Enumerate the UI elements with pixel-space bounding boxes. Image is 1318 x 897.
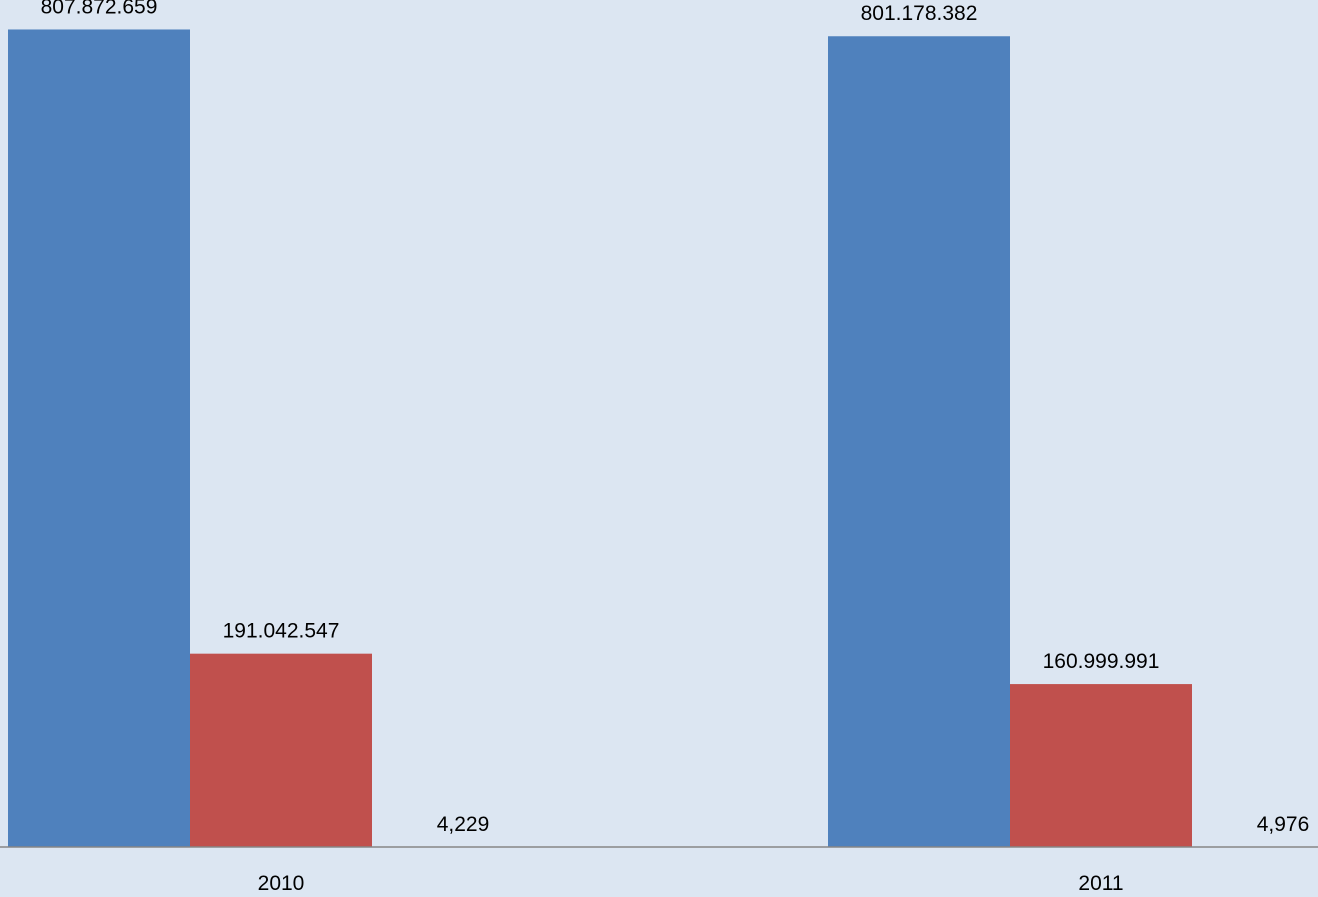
x-tick-labels-layer: 2010 2011 [258, 872, 1124, 895]
bars-layer [8, 29, 1192, 848]
bar-2010-series-1 [8, 29, 190, 847]
x-tick-label-2010: 2010 [258, 872, 305, 895]
data-label-2011-series-2: 160.999.991 [1043, 650, 1160, 673]
data-labels-layer: 807.872.659 191.042.547 4,229 801.178.382 16… [41, 0, 1310, 836]
bar-2011-series-1 [828, 36, 1010, 848]
bar-2010-series-2 [190, 653, 372, 847]
x-tick-label-2011: 2011 [1078, 872, 1123, 895]
data-label-2011-series-3: 4,976 [1257, 813, 1310, 836]
data-label-2010-series-1: 807.872.659 [41, 0, 158, 18]
data-label-2010-series-2: 191.042.547 [223, 620, 340, 643]
data-label-2010-series-3: 4,229 [437, 813, 490, 836]
data-label-2011-series-1: 801.178.382 [861, 2, 978, 25]
bar-2011-series-2 [1010, 684, 1192, 847]
